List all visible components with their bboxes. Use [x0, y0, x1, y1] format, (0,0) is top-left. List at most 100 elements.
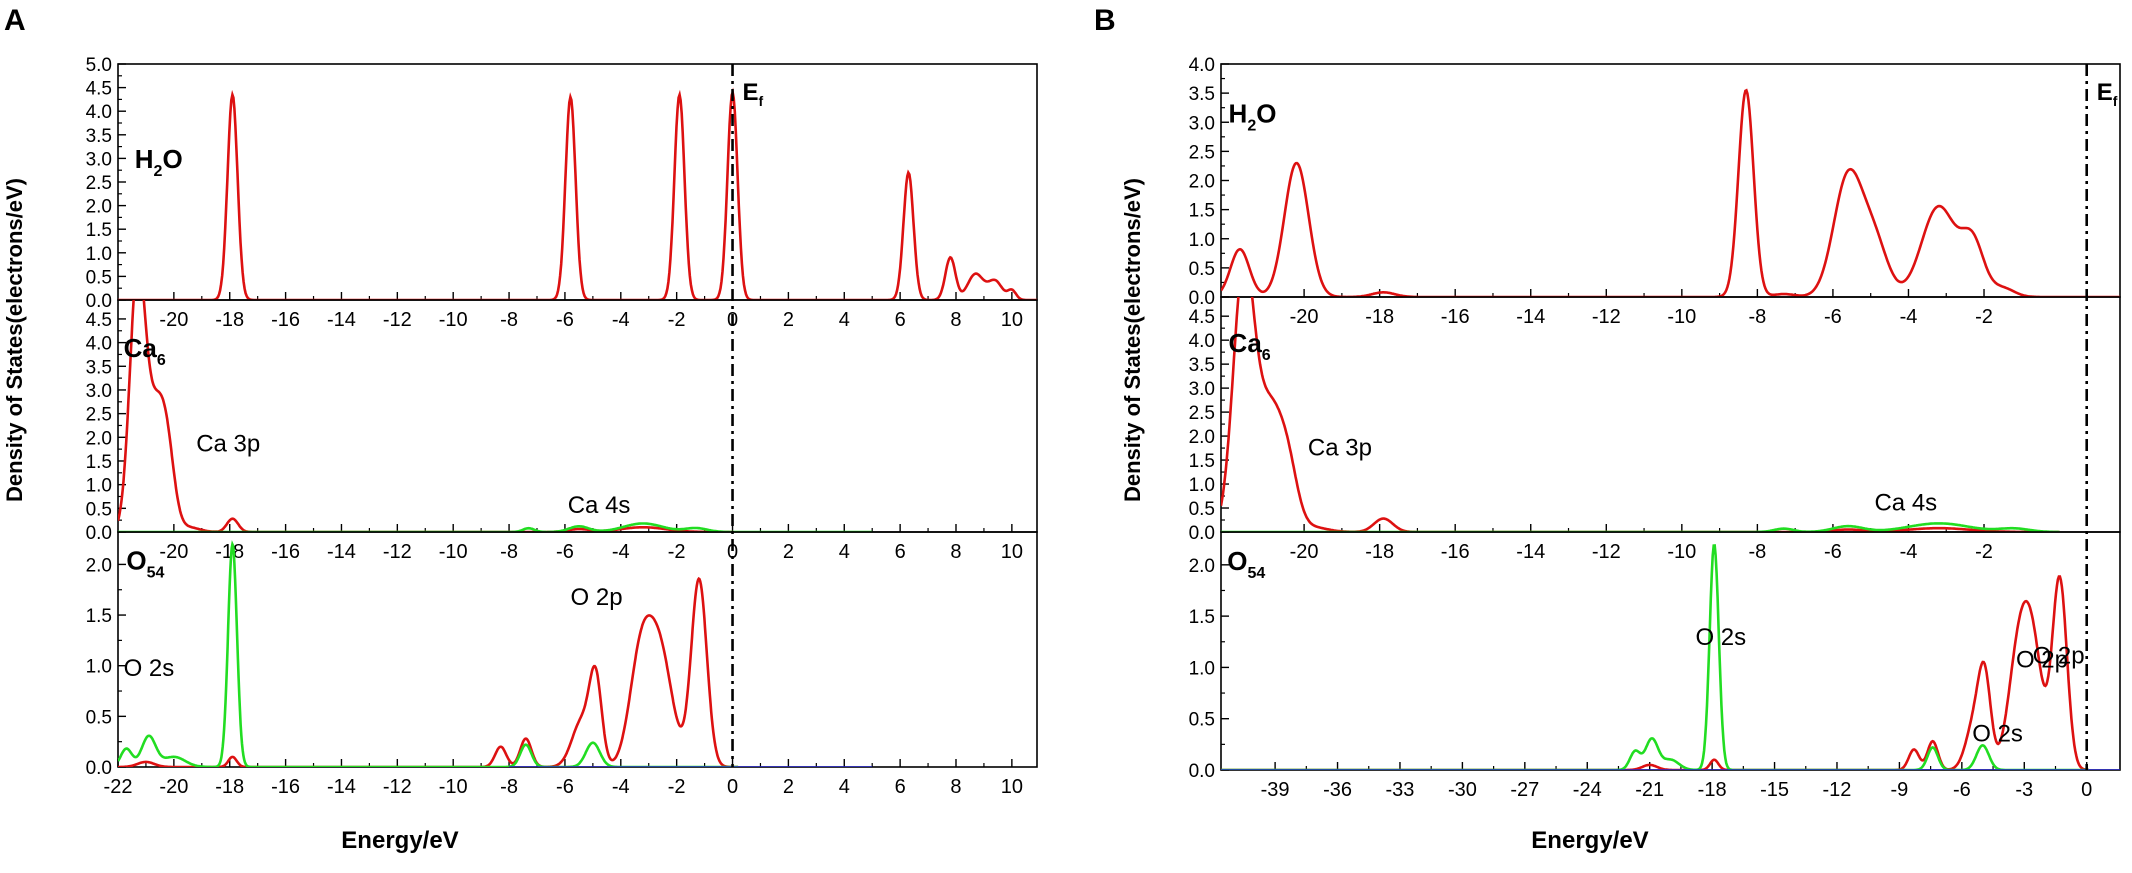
x-tick-label: 6	[895, 309, 906, 331]
label-main: O	[1227, 546, 1247, 576]
y-tick-label: 1.5	[1189, 201, 1215, 222]
x-tick-label: -10	[439, 309, 468, 331]
x-tick-label: -12	[383, 776, 412, 798]
x-tick-label: 4	[839, 776, 850, 798]
y-tick-label: 2.0	[1189, 427, 1215, 448]
y-tick-label: 1.5	[86, 606, 112, 627]
y-tick-label: 3.5	[1189, 84, 1215, 105]
label-main: H	[135, 144, 154, 174]
subplot-label-a1: H2O	[135, 144, 183, 180]
annotation-ca-3p: Ca 3p	[196, 431, 260, 458]
y-tick-label: 2.0	[86, 197, 112, 218]
x-tick-label: -14	[327, 776, 356, 798]
x-tick-label: 10	[1001, 309, 1023, 331]
x-tick-label: 8	[950, 541, 961, 563]
label-sub: 2	[1247, 117, 1256, 134]
x-tick-label: -10	[439, 776, 468, 798]
series-line-ca-4s	[118, 522, 873, 532]
annotation-ca-3p: Ca 3p	[1308, 434, 1372, 461]
x-tick-label: -12	[1592, 306, 1621, 328]
x-tick-label: -14	[327, 309, 356, 331]
x-tick-label: 6	[895, 776, 906, 798]
x-tick-label: -20	[1290, 541, 1319, 563]
annotation-ca-4s: Ca 4s	[568, 492, 631, 519]
y-tick-label: 0.0	[1189, 523, 1215, 544]
x-tick-label: -22	[104, 776, 133, 798]
subplot-frame-b2	[1220, 296, 2121, 533]
y-tick-label: 3.5	[1189, 355, 1215, 376]
x-tick-label: -14	[1516, 306, 1545, 328]
x-tick-label: 10	[1001, 776, 1023, 798]
x-tick-label: -10	[1667, 541, 1696, 563]
x-tick-label: -12	[1592, 541, 1621, 563]
series-line-ca-4s	[1221, 522, 2060, 532]
x-tick-label: 6	[895, 541, 906, 563]
x-tick-label: -20	[159, 309, 188, 331]
annotation-o-2s: O 2s	[1972, 720, 2023, 747]
x-tick-label: 8	[950, 309, 961, 331]
subplot-b3: 0.00.51.01.52.0-39 -36 -33 -30 -27 -24 -21 -18-…	[1189, 531, 2121, 801]
annotation-o-2s: O 2s	[1695, 624, 1746, 651]
subplot-label-b2: Ca6	[1229, 328, 1271, 364]
x-tick-label: -16	[1441, 306, 1470, 328]
y-tick-label: 1.5	[86, 220, 112, 241]
y-tick-label: 4.0	[86, 334, 112, 355]
y-tick-label: 0.5	[1189, 710, 1215, 731]
fermi-sub: f	[2113, 93, 2118, 109]
x-tick-label: -18	[1365, 306, 1394, 328]
annotation-o-2p: O 2p	[571, 584, 623, 611]
x-tick-label: -14	[327, 541, 356, 563]
x-tick-label: -2	[1975, 541, 1993, 563]
x-tick-label: -20	[1290, 306, 1319, 328]
subplot-frame-a1	[117, 63, 1038, 301]
y-tick-label: 3.0	[86, 381, 112, 402]
y-tick-label: 2.5	[86, 173, 112, 194]
x-tick-label: -27	[1510, 779, 1539, 801]
x-tick-label: 2	[783, 776, 794, 798]
series-line-o-2s	[118, 540, 739, 767]
label-main: Ca	[1229, 328, 1263, 358]
y-tick-label: 1.5	[86, 452, 112, 473]
y-tick-label: 2.5	[1189, 403, 1215, 424]
x-tick-label: -21	[1635, 779, 1664, 801]
y-tick-label: 0.0	[86, 291, 112, 312]
y-tick-label: 3.0	[86, 149, 112, 170]
x-tick-label: 0	[2081, 779, 2092, 801]
y-tick-label: 2.0	[86, 428, 112, 449]
x-tick-label: 2	[783, 309, 794, 331]
x-tick-label: -16	[271, 541, 300, 563]
x-tick-label: -18	[215, 541, 244, 563]
series-line-total	[1221, 88, 2120, 297]
y-tick-label: 1.5	[1189, 451, 1215, 472]
subplot-label-a3: O54	[126, 545, 164, 581]
x-tick-label: -8	[1748, 541, 1766, 563]
y-axis-label-B: Density of States(electrons/eV)	[1120, 178, 1145, 502]
fermi-main: E	[2097, 79, 2113, 106]
subplot-a1: 0.00.51.01.52.02.53.03.54.04.55.0-20 -18-…	[86, 55, 1038, 331]
x-tick-label: 4	[839, 309, 850, 331]
label-main: O	[126, 545, 146, 575]
x-tick-label: -12	[383, 309, 412, 331]
subplot-frame-a3	[117, 531, 1038, 768]
x-tick-label: -18	[1698, 779, 1727, 801]
y-tick-label: 2.0	[1189, 556, 1215, 577]
x-tick-label: -33	[1386, 779, 1415, 801]
x-tick-label: -3	[2015, 779, 2033, 801]
y-axis-label-A: Density of States(electrons/eV)	[2, 178, 27, 502]
x-tick-label: -30	[1448, 779, 1477, 801]
y-tick-label: 2.5	[86, 405, 112, 426]
y-tick-label: 3.0	[1189, 113, 1215, 134]
label-sub: 6	[1262, 347, 1271, 364]
subplot-b1: 0.0 0.5 1.0 1.5 2.0 2.5 3.0 3.5 4.0 -20 -18 -16 -14 -…	[1189, 55, 2121, 328]
y-tick-label: 2.0	[1189, 172, 1215, 193]
y-tick-label: 5.0	[86, 55, 112, 76]
x-tick-label: 4	[839, 541, 850, 563]
fermi-sub: f	[759, 93, 764, 109]
x-tick-label: -10	[439, 541, 468, 563]
x-tick-label: -20	[159, 776, 188, 798]
y-tick-label: 4.5	[1189, 307, 1215, 328]
label-tail: O	[1256, 98, 1276, 128]
fermi-label-B: Ef	[2097, 79, 2118, 109]
annotation-ca-4s: Ca 4s	[1874, 489, 1937, 516]
x-tick-label: -8	[500, 541, 518, 563]
